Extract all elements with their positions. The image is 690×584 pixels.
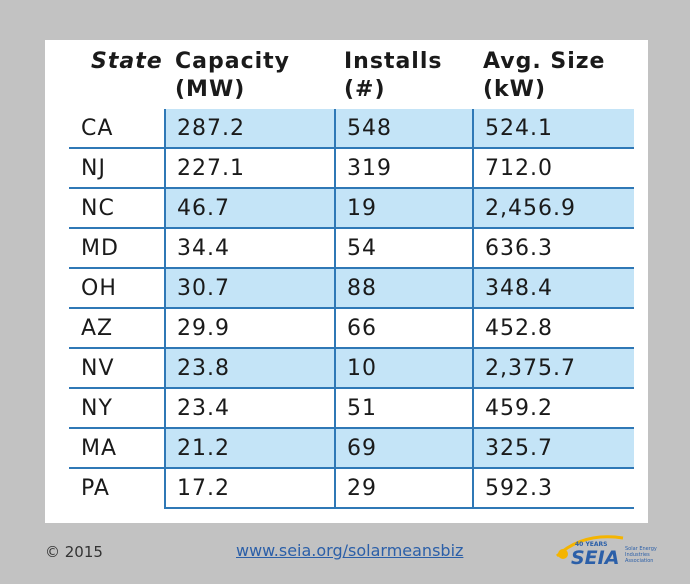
logo-tagline-1: Solar Energy (625, 546, 657, 552)
state-cell: NY (69, 387, 166, 429)
state-cell: PA (69, 467, 166, 508)
value-cell: 524.1 (472, 109, 634, 149)
state-cell: AZ (69, 307, 166, 349)
logo-tagline-2: Industries (625, 552, 650, 558)
value-cell: 29.9 (164, 307, 336, 349)
header-capacity: Capacity (MW) (175, 49, 291, 102)
header-avg-size: Avg. Size (kW) (483, 49, 606, 102)
state-cell: CA (69, 109, 166, 149)
table-row: NC 46.7 19 2,456.9 (69, 187, 634, 229)
value-cell: 46.7 (164, 187, 336, 229)
state-cell: OH (69, 267, 166, 309)
value-cell: 19 (334, 187, 474, 229)
table-row: NY 23.4 51 459.2 (69, 387, 634, 429)
state-cell: NJ (69, 147, 166, 189)
table-row: MD 34.4 54 636.3 (69, 227, 634, 269)
state-cell: MD (69, 227, 166, 269)
value-cell: 29 (334, 467, 474, 509)
header-state: State (91, 49, 163, 74)
value-cell: 2,456.9 (472, 187, 634, 229)
value-cell: 592.3 (472, 467, 634, 509)
value-cell: 548 (334, 109, 474, 149)
value-cell: 34.4 (164, 227, 336, 269)
value-cell: 325.7 (472, 427, 634, 469)
value-cell: 66 (334, 307, 474, 349)
logo-tagline-3: Association (625, 558, 653, 564)
logo-badge: 40 YEARS (575, 541, 607, 548)
seia-link[interactable]: www.seia.org/solarmeansbiz (236, 541, 464, 560)
value-cell: 227.1 (164, 147, 336, 189)
table-row: OH 30.7 88 348.4 (69, 267, 634, 309)
table-row: PA 17.2 29 592.3 (69, 467, 634, 509)
value-cell: 54 (334, 227, 474, 269)
logo-name: SEIA (571, 547, 619, 569)
state-cell: MA (69, 427, 166, 469)
seia-logo: 40 YEARS SEIA Solar Energy Industries As… (555, 535, 657, 569)
value-cell: 636.3 (472, 227, 634, 269)
value-cell: 712.0 (472, 147, 634, 189)
copyright-text: © 2015 (45, 543, 103, 561)
table-row: NJ 227.1 319 712.0 (69, 147, 634, 189)
table-row: AZ 29.9 66 452.8 (69, 307, 634, 349)
value-cell: 348.4 (472, 267, 634, 309)
value-cell: 51 (334, 387, 474, 429)
table-row: NV 23.8 10 2,375.7 (69, 347, 634, 389)
value-cell: 17.2 (164, 467, 336, 509)
value-cell: 287.2 (164, 109, 336, 149)
sun-icon (558, 549, 568, 559)
table-row: MA 21.2 69 325.7 (69, 427, 634, 469)
value-cell: 88 (334, 267, 474, 309)
data-table-card: State Capacity (MW) Installs (#) Avg. Si… (45, 40, 648, 523)
state-cell: NV (69, 347, 166, 389)
state-cell: NC (69, 187, 166, 229)
installs-table: CA 287.2 548 524.1 NJ 227.1 319 712.0 NC 46.7 19 2,… (69, 109, 634, 509)
value-cell: 30.7 (164, 267, 336, 309)
table-row: CA 287.2 548 524.1 (69, 109, 634, 149)
value-cell: 2,375.7 (472, 347, 634, 389)
value-cell: 459.2 (472, 387, 634, 429)
value-cell: 10 (334, 347, 474, 389)
header-installs: Installs (#) (344, 49, 443, 102)
value-cell: 23.4 (164, 387, 336, 429)
value-cell: 69 (334, 427, 474, 469)
value-cell: 23.8 (164, 347, 336, 389)
value-cell: 319 (334, 147, 474, 189)
value-cell: 452.8 (472, 307, 634, 349)
value-cell: 21.2 (164, 427, 336, 469)
